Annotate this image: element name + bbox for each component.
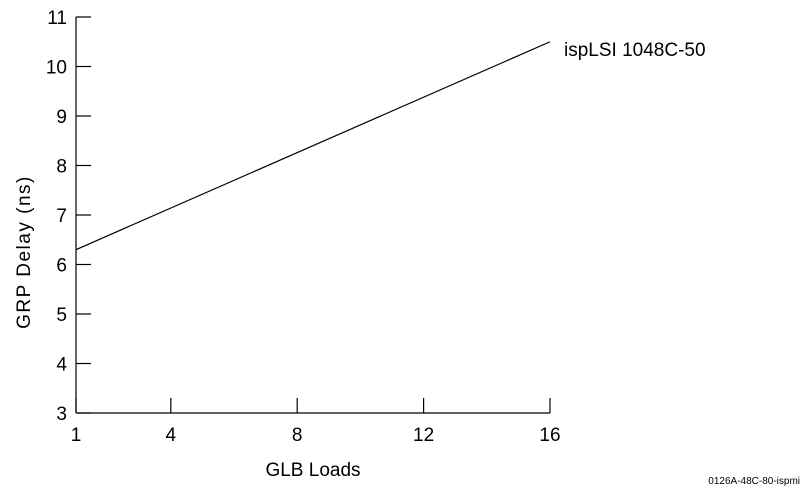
y-axis-ticks: 3 4 5 6 7 8 9 10 11	[46, 8, 91, 425]
y-tick-label-10: 10	[46, 58, 67, 79]
series-label-0: ispLSI 1048C-50	[564, 40, 706, 61]
y-tick-label-7: 7	[56, 206, 67, 227]
x-axis-title: GLB Loads	[265, 460, 360, 481]
series-group: ispLSI 1048C-50	[75, 40, 706, 251]
y-tick-label-6: 6	[56, 256, 67, 277]
x-axis-ticks: 1 4 8 12 16	[71, 398, 561, 446]
figure-id-label: 0126A-48C-80-ispmi	[708, 476, 800, 487]
y-axis-title: GRP Delay (ns)	[14, 175, 35, 329]
y-tick-label-11: 11	[47, 8, 67, 29]
y-tick-label-3: 3	[56, 404, 67, 425]
y-tick-label-8: 8	[56, 157, 67, 178]
series-line-0	[75, 41, 551, 251]
x-tick-label-1: 1	[71, 425, 82, 446]
y-tick-label-5: 5	[56, 305, 67, 326]
x-tick-label-4: 4	[166, 425, 177, 446]
y-tick-label-9: 9	[56, 107, 67, 128]
x-tick-label-12: 12	[413, 425, 434, 446]
x-tick-label-8: 8	[292, 425, 303, 446]
y-tick-label-4: 4	[56, 355, 67, 376]
x-tick-label-16: 16	[539, 425, 560, 446]
